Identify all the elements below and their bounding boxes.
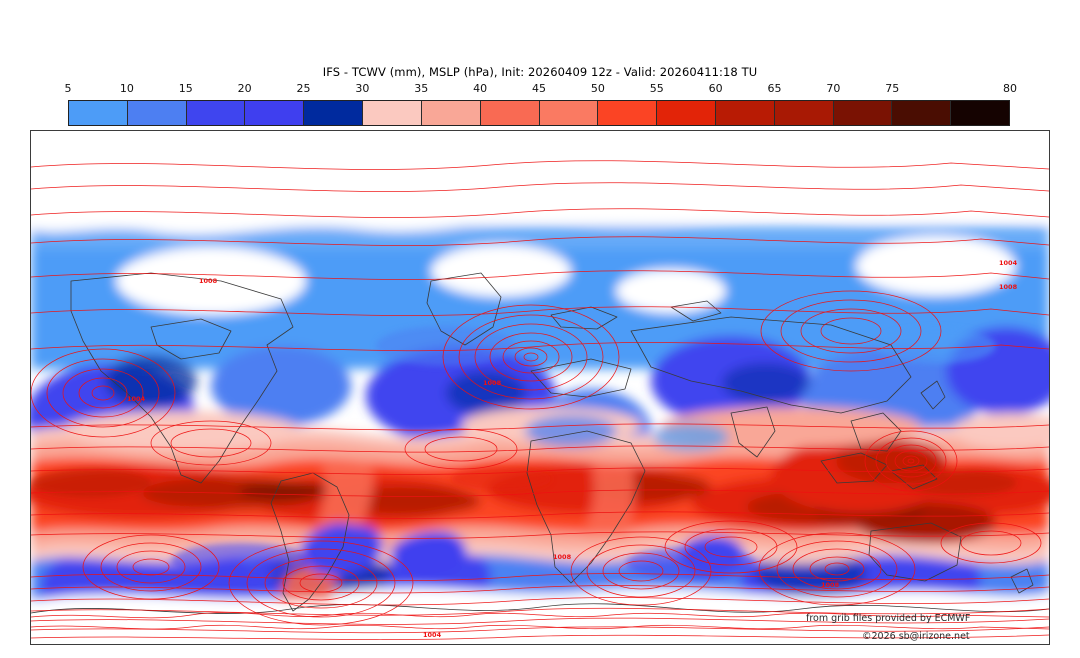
colorbar-tick-50: 50 [590,82,605,95]
colorbar-segment-14 [892,101,952,125]
credit-copyright: ©2026 sb@irizone.net [862,631,970,642]
colorbar-tick-5: 5 [64,82,72,95]
isobar-label: 1004 [999,259,1018,267]
tcwv-texture-layer [31,326,1016,579]
colorbar-tick-55: 55 [649,82,664,95]
colorbar-tick-35: 35 [414,82,429,95]
colorbar-segment-5 [363,101,422,125]
colorbar-segment-2 [186,101,246,125]
colorbar-tick-65: 65 [767,82,782,95]
isobar-label: 1004 [127,395,146,403]
colorbar-segment-15 [951,101,1009,125]
colorbar-segment-9 [598,101,658,125]
mslp-isobar-layer [31,160,1049,640]
colorbar-tick-70: 70 [826,82,841,95]
colorbar [68,100,1010,126]
colorbar-container: 5 10 15 20 25 30 35 40 45 50 55 60 65 70 75 80 [65,82,1017,126]
colorbar-tick-20: 20 [237,82,252,95]
colorbar-segment-7 [480,101,540,125]
isobar-label-layer: 1004 1008 1008 1008 1004 1008 1008 1004 [127,259,1018,639]
colorbar-tick-10: 10 [119,82,134,95]
map-canvas[interactable]: 1004 1008 1008 1008 1004 1008 1008 1004 [30,130,1050,645]
colorbar-segment-1 [127,101,187,125]
colorbar-tick-25: 25 [296,82,311,95]
isobar-label: 1008 [999,283,1018,291]
colorbar-tick-45: 45 [532,82,546,95]
colorbar-segment-3 [245,101,305,125]
isobar-label: 1008 [821,581,840,589]
colorbar-segment-12 [774,101,834,125]
page-title: IFS - TCWV (mm), MSLP (hPa), Init: 20260… [322,65,758,79]
coastline-layer [31,272,1049,614]
colorbar-tick-75: 75 [885,82,900,95]
isobar-label: 1004 [423,631,442,639]
colorbar-segment-8 [539,101,599,125]
colorbar-tick-60: 60 [708,82,723,95]
colorbar-tick-80: 80 [1003,82,1017,95]
isobar-label: 1008 [483,379,502,387]
map-svg: 1004 1008 1008 1008 1004 1008 1008 1004 [31,131,1049,644]
colorbar-segment-0 [69,101,128,125]
colorbar-segment-11 [715,101,775,125]
colorbar-tick-15: 15 [178,82,193,95]
colorbar-segment-6 [421,101,481,125]
colorbar-segment-13 [833,101,893,125]
colorbar-segment-4 [304,101,364,125]
isobar-label: 1008 [553,553,572,561]
colorbar-segment-10 [657,101,716,125]
tcwv-shading-layer [31,149,1049,644]
isobar-label: 1008 [199,277,218,285]
credit-source: from grib files provided by ECMWF [806,613,971,624]
colorbar-tick-40: 40 [473,82,488,95]
colorbar-tick-30: 30 [355,82,370,95]
colorbar-tick-labels: 5 10 15 20 25 30 35 40 45 50 55 60 65 70 75 80 [64,82,1018,98]
